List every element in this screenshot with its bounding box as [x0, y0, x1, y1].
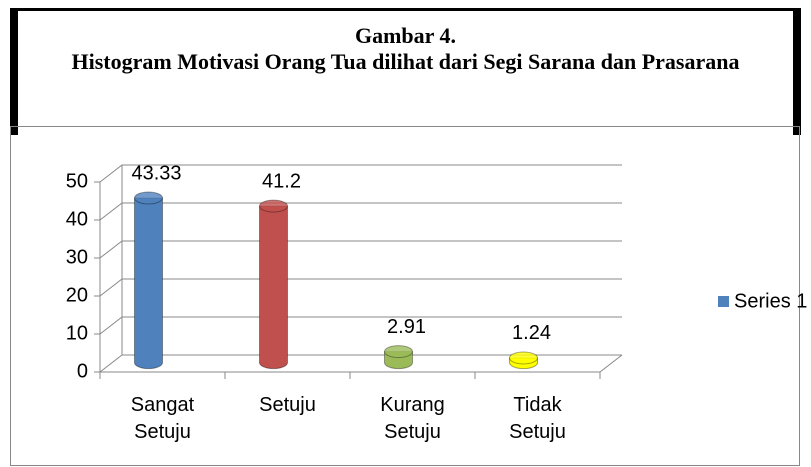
bar-top [134, 191, 163, 205]
chart-subtitle: Histogram Motivasi Orang Tua dilihat dar… [71, 49, 740, 74]
grid-line [99, 278, 622, 297]
title-box: Gambar 4. Histogram Motivasi Orang Tua d… [10, 8, 801, 135]
data-label: 41.2 [262, 170, 301, 192]
legend-label: Series 1 [734, 290, 807, 312]
grid-line [99, 316, 622, 335]
x-tick-label: Setuju [259, 394, 316, 416]
x-tick-label: Kurang Setuju [380, 394, 445, 443]
bar-top [259, 199, 288, 213]
y-tick-label: 30 [66, 246, 88, 268]
y-tick-label: 20 [66, 284, 88, 306]
y-tick-label: 50 [66, 170, 88, 192]
chart-title: Gambar 4. [354, 23, 457, 48]
grid-line [99, 164, 622, 183]
y-tick-label: 40 [66, 208, 88, 230]
grid-line [99, 240, 622, 259]
bar-top [384, 345, 413, 359]
data-label: 43.33 [131, 162, 181, 184]
bar [259, 205, 288, 370]
floor [100, 354, 623, 373]
data-label: 2.91 [387, 316, 426, 338]
bar-top [509, 351, 538, 365]
y-tick-label: 0 [77, 360, 88, 382]
grid-line [99, 202, 622, 221]
x-tick-label: Tidak Setuju [509, 394, 566, 443]
grid-line [99, 354, 622, 373]
chart-box [10, 126, 800, 466]
bar [134, 197, 163, 370]
legend-swatch [718, 296, 729, 307]
data-label: 1.24 [512, 322, 551, 344]
y-tick-label: 10 [66, 322, 88, 344]
x-tick-label: Sangat Setuju [130, 394, 195, 443]
